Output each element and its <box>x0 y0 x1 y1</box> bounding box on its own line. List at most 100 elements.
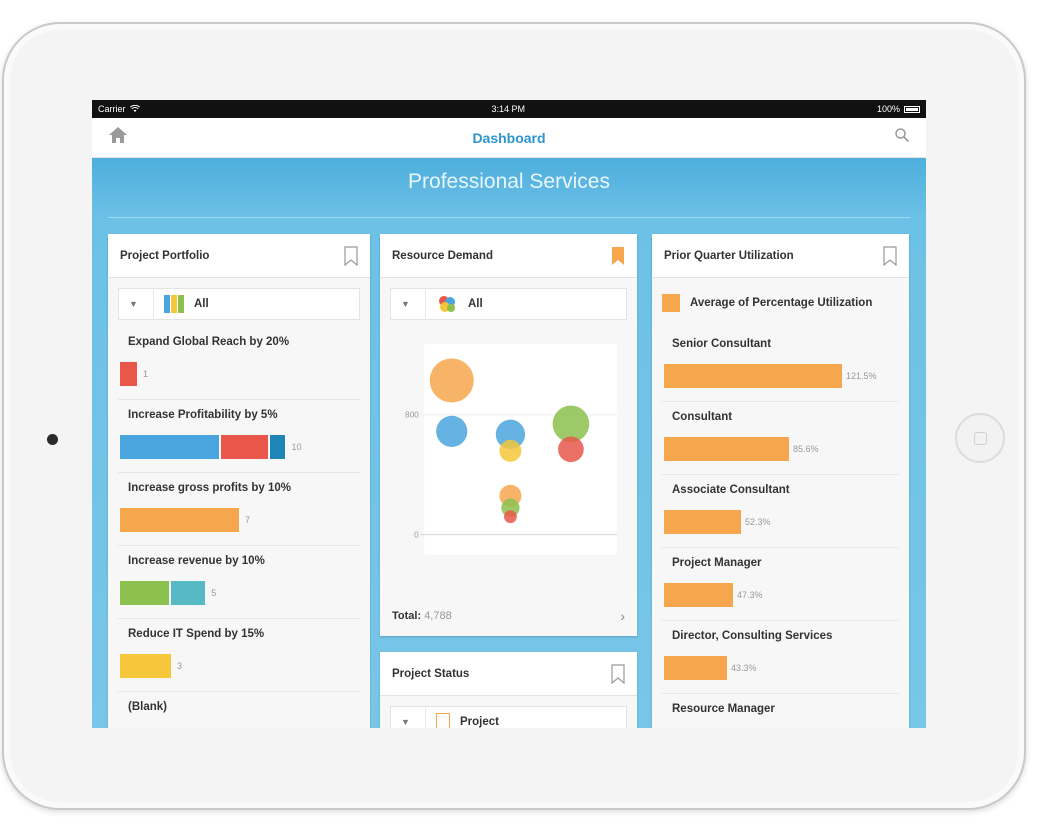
divider <box>662 547 899 548</box>
y-tick-label: 800 <box>405 411 419 420</box>
card-header: Prior Quarter Utilization <box>652 234 909 278</box>
home-button[interactable] <box>955 413 1005 463</box>
bubble[interactable] <box>495 419 526 450</box>
total-summary: Total: 4,788 <box>392 610 452 622</box>
bookmark-icon[interactable] <box>883 245 897 266</box>
carrier-label: Carrier <box>98 104 126 114</box>
dashboard-content: Project Portfolio ▼ All Expand Global Re… <box>92 218 926 728</box>
portfolio-item[interactable]: Increase revenue by 10% 5 <box>118 555 360 619</box>
project-status-card[interactable]: Project Status ▼ Project <box>380 652 637 728</box>
bar-segment[interactable] <box>220 435 269 459</box>
dropdown-arrow-icon: ▼ <box>129 299 138 309</box>
chevron-right-icon[interactable]: › <box>620 608 625 624</box>
card-title: Project Status <box>392 667 470 680</box>
bar-segment[interactable] <box>120 362 137 386</box>
portfolio-value: 3 <box>177 661 183 671</box>
section-title: Professional Services <box>408 170 610 193</box>
portfolio-bar[interactable] <box>120 435 287 459</box>
bubble[interactable] <box>558 436 584 463</box>
portfolio-item[interactable]: Reduce IT Spend by 15% 3 <box>118 628 360 692</box>
total-label: Total: <box>392 610 422 622</box>
portfolio-bar[interactable] <box>120 654 173 678</box>
resource-demand-card[interactable]: Resource Demand ▼ All 800 0 Total: 4,788 … <box>380 234 637 636</box>
utilization-item-label: Project Manager <box>672 557 762 569</box>
utilization-item[interactable]: Director, Consulting Services 43.3% <box>662 630 899 694</box>
portfolio-item-label: Increase Profitability by 5% <box>128 409 278 421</box>
utilization-legend: Average of Percentage Utilization <box>662 294 909 312</box>
utilization-bar[interactable] <box>664 583 733 607</box>
utilization-item[interactable]: Consultant 85.6% <box>662 411 899 475</box>
card-title: Project Portfolio <box>120 249 210 262</box>
dropdown-arrow-icon: ▼ <box>401 299 410 309</box>
bookmark-icon[interactable] <box>344 245 358 266</box>
portfolio-value: 1 <box>143 369 149 379</box>
filter-label: Project <box>460 716 499 728</box>
bar-segment[interactable] <box>120 581 170 605</box>
battery-icon <box>903 106 920 114</box>
portfolio-bar[interactable] <box>120 362 139 386</box>
filter-label: All <box>468 298 483 310</box>
y-tick-label: 0 <box>414 530 419 539</box>
utilization-item[interactable]: Senior Consultant 121.5% <box>662 338 899 402</box>
resource-demand-chart[interactable]: 800 0 <box>390 344 637 564</box>
portfolio-item[interactable]: Increase Profitability by 5% 10 <box>118 409 360 473</box>
utilization-item[interactable]: Associate Consultant 52.3% <box>662 484 899 548</box>
demand-filter[interactable]: ▼ All <box>390 288 627 320</box>
bar-segment[interactable] <box>270 435 286 459</box>
total-value: 4,788 <box>424 610 452 622</box>
divider <box>662 474 899 475</box>
bubble[interactable] <box>436 415 468 447</box>
utilization-card[interactable]: Prior Quarter Utilization Average of Per… <box>652 234 909 728</box>
portfolio-bar[interactable] <box>120 581 207 605</box>
legend-label: Average of Percentage Utilization <box>690 297 873 309</box>
bar-segment[interactable] <box>120 654 171 678</box>
divider <box>118 472 360 473</box>
bookmark-filled-icon[interactable] <box>611 246 625 266</box>
portfolio-item-label: Reduce IT Spend by 15% <box>128 628 265 640</box>
home-icon[interactable] <box>108 126 128 149</box>
portfolio-value: 5 <box>211 588 217 598</box>
portfolio-item[interactable]: (Blank) <box>118 701 360 713</box>
utilization-value: 47.3% <box>737 590 763 600</box>
bubble[interactable] <box>552 405 590 443</box>
divider <box>662 401 899 402</box>
bar-segment[interactable] <box>120 508 239 532</box>
bubble[interactable] <box>499 439 522 462</box>
utilization-item-label: Director, Consulting Services <box>672 630 833 642</box>
dropdown-arrow-icon: ▼ <box>401 717 410 727</box>
utilization-bar[interactable] <box>664 437 789 461</box>
status-chart-icon <box>436 713 450 728</box>
project-portfolio-card[interactable]: Project Portfolio ▼ All Expand Global Re… <box>108 234 370 728</box>
screen: Carrier 3:14 PM 100% Dashboard Professio… <box>92 100 926 728</box>
bar-segment[interactable] <box>171 581 206 605</box>
divider <box>662 693 899 694</box>
portfolio-item[interactable]: Expand Global Reach by 20% 1 <box>118 336 360 400</box>
utilization-bar[interactable] <box>664 364 842 388</box>
portfolio-item[interactable]: Increase gross profits by 10% 7 <box>118 482 360 546</box>
search-icon[interactable] <box>894 127 910 148</box>
utilization-item-label: Resource Manager <box>672 703 775 715</box>
portfolio-item-label: Expand Global Reach by 20% <box>128 336 290 348</box>
card-header: Project Status <box>380 652 637 696</box>
bubble[interactable] <box>504 510 517 524</box>
card-title: Prior Quarter Utilization <box>664 249 794 262</box>
utilization-bar[interactable] <box>664 510 741 534</box>
utilization-value: 43.3% <box>731 663 757 673</box>
bubble[interactable] <box>429 358 474 403</box>
utilization-item-label: Associate Consultant <box>672 484 790 496</box>
portfolio-filter[interactable]: ▼ All <box>118 288 360 320</box>
utilization-item[interactable]: Resource Manager <box>662 703 899 715</box>
hero-banner: Professional Services <box>92 158 926 218</box>
portfolio-item-label: Increase gross profits by 10% <box>128 482 291 494</box>
utilization-item[interactable]: Project Manager 47.3% <box>662 557 899 621</box>
portfolio-bar[interactable] <box>120 508 241 532</box>
portfolio-value: 10 <box>291 442 302 452</box>
utilization-value: 52.3% <box>745 517 771 527</box>
divider <box>108 217 910 218</box>
bar-segment[interactable] <box>120 435 219 459</box>
divider <box>118 618 360 619</box>
status-filter[interactable]: ▼ Project <box>390 706 627 728</box>
utilization-bar[interactable] <box>664 656 727 680</box>
page-title: Dashboard <box>472 129 546 146</box>
bookmark-icon[interactable] <box>611 663 625 684</box>
